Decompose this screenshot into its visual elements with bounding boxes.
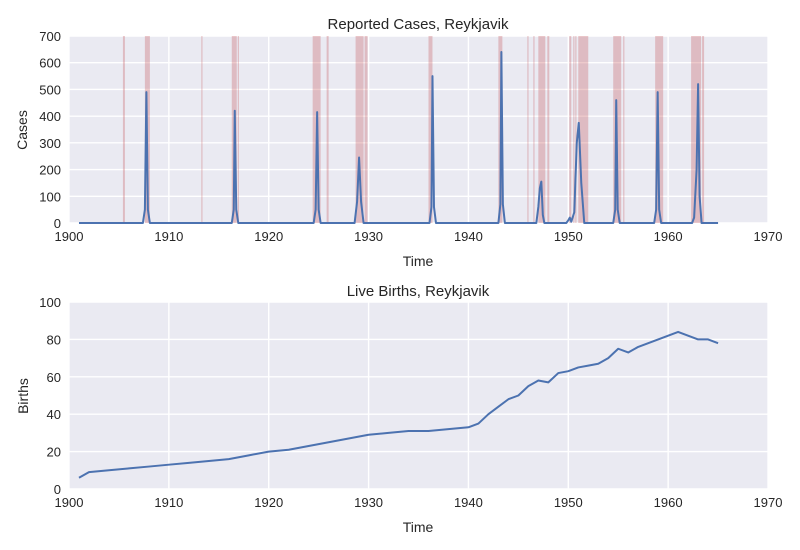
births-panel: 1900 1910 1920 1930 1940 1950 1960 1970 0 20 40 60…: [15, 283, 782, 535]
cases-shaded-region: [575, 36, 577, 223]
cases-x-tick-label: 1950: [554, 229, 583, 244]
births-series-line: [78, 330, 719, 479]
cases-shaded-region: [623, 36, 625, 223]
births-y-axis-label: Births: [15, 378, 31, 414]
cases-x-axis-label: Time: [403, 253, 434, 269]
cases-chart-title: Reported Cases, Reykjavik: [328, 16, 509, 33]
cases-y-tick-label: 500: [39, 82, 61, 97]
cases-x-tick-labels: 1900 1910 1920 1930 1940 1950 1960 1970: [55, 229, 783, 244]
births-x-tick-label: 1970: [754, 495, 783, 510]
cases-x-tick-label: 1960: [654, 229, 683, 244]
cases-x-tick-label: 1970: [754, 229, 783, 244]
births-x-tick-label: 1930: [354, 495, 383, 510]
cases-x-tick-label: 1900: [55, 229, 84, 244]
cases-y-tick-label: 100: [39, 189, 61, 204]
cases-shaded-region: [364, 36, 368, 223]
cases-shaded-region: [691, 36, 702, 223]
cases-shaded-region: [533, 36, 535, 223]
cases-x-tick-label: 1930: [354, 229, 383, 244]
cases-series-line: [78, 51, 719, 224]
cases-shaded-region: [702, 36, 705, 223]
cases-y-axis-label: Cases: [14, 110, 30, 150]
cases-x-tick-label: 1920: [254, 229, 283, 244]
cases-shaded-region: [547, 36, 550, 223]
cases-shaded-region: [237, 36, 239, 223]
births-x-tick-label: 1910: [154, 495, 183, 510]
cases-y-tick-label: 700: [39, 29, 61, 44]
births-y-tick-label: 20: [47, 445, 61, 460]
cases-y-tick-label: 0: [54, 216, 61, 231]
cases-plot-area: [69, 36, 768, 223]
cases-y-tick-labels: 0 100 200 300 400 500 600 700: [39, 29, 61, 231]
births-x-tick-label: 1950: [554, 495, 583, 510]
cases-shaded-region: [569, 36, 572, 223]
cases-shaded-region: [538, 36, 546, 223]
births-x-tick-label: 1960: [654, 495, 683, 510]
births-x-tick-label: 1920: [254, 495, 283, 510]
cases-y-tick-label: 600: [39, 56, 61, 71]
births-y-tick-label: 100: [39, 295, 61, 310]
cases-y-tick-label: 300: [39, 136, 61, 151]
cases-shaded-region: [573, 36, 575, 223]
cases-x-tick-label: 1940: [454, 229, 483, 244]
births-y-tick-label: 60: [47, 370, 61, 385]
births-x-tick-labels: 1900 1910 1920 1930 1940 1950 1960 1970: [55, 495, 783, 510]
births-y-tick-labels: 0 20 40 60 80 100: [39, 295, 61, 497]
cases-shaded-region: [428, 36, 433, 223]
births-y-tick-label: 0: [54, 482, 61, 497]
cases-shaded-region: [527, 36, 529, 223]
cases-panel: 1900 1910 1920 1930 1940 1950 1960 1970 0 100 200…: [14, 16, 782, 269]
cases-y-tick-label: 200: [39, 163, 61, 178]
births-x-tick-label: 1900: [55, 495, 84, 510]
cases-x-tick-label: 1910: [154, 229, 183, 244]
births-y-tick-label: 80: [47, 332, 61, 347]
births-chart-title: Live Births, Reykjavik: [347, 283, 490, 300]
cases-shaded-region: [355, 36, 364, 223]
cases-shaded-region: [655, 36, 664, 223]
cases-shaded-region: [201, 36, 203, 223]
births-y-tick-label: 40: [47, 407, 61, 422]
births-x-tick-label: 1940: [454, 495, 483, 510]
births-x-axis-label: Time: [403, 519, 434, 535]
cases-shaded-region: [578, 36, 589, 223]
cases-shaded-region: [326, 36, 329, 223]
cases-shaded-region: [122, 36, 125, 223]
births-plot-area: [69, 302, 768, 489]
births-grid: [68, 301, 769, 490]
cases-y-tick-label: 400: [39, 109, 61, 124]
